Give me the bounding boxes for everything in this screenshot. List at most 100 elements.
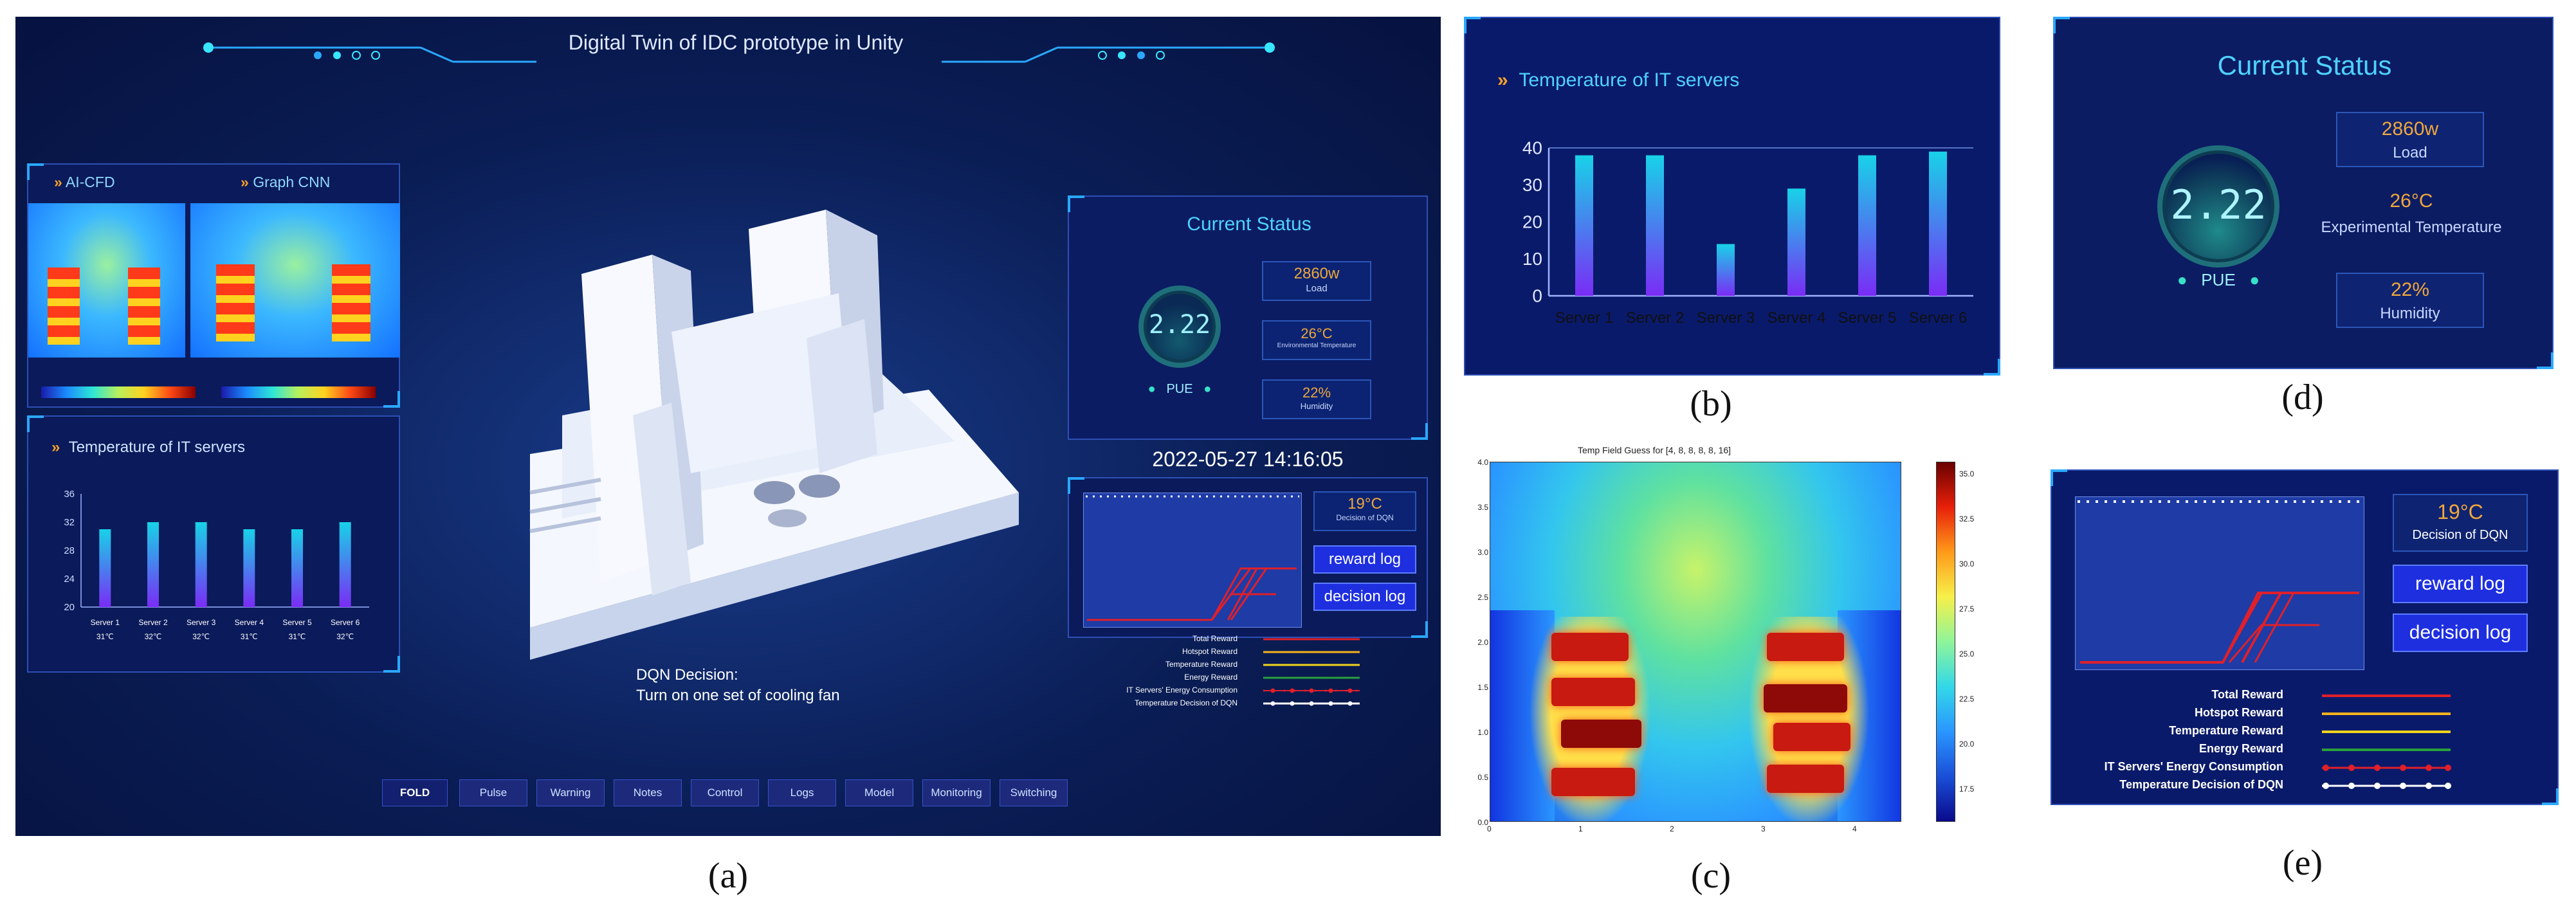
pulse-button[interactable]: Pulse xyxy=(459,779,527,806)
server-temp-a-y-tick-label: 28 xyxy=(64,545,75,556)
server-temp-b-bar xyxy=(1717,244,1735,296)
tab-graph-cnn[interactable]: » Graph CNN xyxy=(241,174,331,190)
server-temp-a-value-label: 31℃ xyxy=(96,632,114,641)
field-x-axis: 0 1 2 3 4 xyxy=(1487,824,1857,833)
server-temp-b-y-tick-label: 20 xyxy=(1522,212,1542,232)
server-temp-b-bar xyxy=(1787,188,1805,296)
tab-ai-cfd[interactable]: » AI-CFD xyxy=(54,174,115,190)
server-temp-b-y-tick-label: 10 xyxy=(1522,249,1542,269)
legend-item-total-a: Total Reward xyxy=(1192,634,1238,643)
legend-item-total-e: Total Reward xyxy=(2211,688,2283,701)
legend-item-hotspot-e: Hotspot Reward xyxy=(2194,706,2283,719)
logs-button[interactable]: Logs xyxy=(768,779,836,806)
panel-b: » Temperature of IT servers 40 30 20 10 0 Ser… xyxy=(1464,17,2000,376)
temperature-box-a: 26°C Environmental Temperature xyxy=(1262,320,1371,360)
server-temp-title-b: » Temperature of IT servers xyxy=(1497,69,1740,91)
notes-button[interactable]: Notes xyxy=(614,779,682,806)
server-temp-a-x-tick-label: Server 4 xyxy=(235,618,264,627)
monitoring-button[interactable]: Monitoring xyxy=(922,779,991,806)
server-temp-a-value-label: 32℃ xyxy=(145,632,162,641)
model-button[interactable]: Model xyxy=(845,779,913,806)
server-temp-a-x-tick-label: Server 5 xyxy=(282,618,312,627)
field-title: Temp Field Guess for [4, 8, 8, 8, 8, 16] xyxy=(1577,445,1731,455)
dqn-decision-text: Turn on one set of cooling fan xyxy=(636,687,840,704)
humidity-box-a: 22% Humidity xyxy=(1262,379,1371,419)
colorbar-graph-cnn xyxy=(221,386,376,398)
pue-gauge-d xyxy=(2157,145,2279,268)
server-temp-a-x-tick-label: Server 3 xyxy=(187,618,216,627)
idc-3d-model[interactable] xyxy=(504,197,1032,660)
caption-a: (a) xyxy=(708,856,749,896)
warning-button[interactable]: Warning xyxy=(536,779,605,806)
humidity-box-d: 22% Humidity xyxy=(2336,273,2484,328)
page-title: Digital Twin of IDC prototype in Unity xyxy=(568,31,904,54)
legend-swatches-e xyxy=(2322,695,2451,789)
server-temp-b-y-tick-label: 40 xyxy=(1522,138,1542,158)
current-status-title-a: Current Status xyxy=(1187,213,1311,235)
colorbar-ai-cfd xyxy=(41,386,196,398)
server-temp-b-x-tick-label: Server 2 xyxy=(1626,309,1685,327)
legend-a: Total Reward Hotspot Reward Temperature … xyxy=(1077,634,1437,724)
caption-b: (b) xyxy=(1690,384,1732,424)
reward-log-button-a[interactable]: reward log xyxy=(1313,545,1416,574)
server-temp-chart-b: 40 30 20 10 0 Server 1 Server 2 Server 3 Server … xyxy=(1522,138,1973,327)
server-temp-b-bar xyxy=(1858,155,1876,296)
server-temp-b-y-tick-label: 0 xyxy=(1532,286,1542,305)
server-temp-b-x-tick-label: Server 4 xyxy=(1768,309,1826,327)
heatmap-graph-cnn xyxy=(190,203,400,358)
server-temp-a-value-label: 31℃ xyxy=(289,632,306,641)
dqn-panel-a: 19°C Decision of DQN reward log decision… xyxy=(1068,477,1428,638)
pue-value-d: 2.22 xyxy=(2170,181,2267,228)
temperature-box-d: 26°C Experimental Temperature xyxy=(2321,190,2502,236)
control-button[interactable]: Control xyxy=(691,779,759,806)
server-temp-a-bar xyxy=(99,529,111,607)
server-temp-a-x-tick-label: Server 2 xyxy=(138,618,168,627)
dqn-reward-chart-e xyxy=(2075,496,2364,670)
server-temp-a-value-label: 32℃ xyxy=(192,632,210,641)
server-temp-a-y-tick-label: 24 xyxy=(64,574,75,585)
server-temp-a-x-tick-label: Server 6 xyxy=(331,618,360,627)
server-temp-a-bar xyxy=(195,522,207,607)
server-temp-a-y-tick-label: 32 xyxy=(64,517,75,528)
server-temp-b-x-tick-label: Server 5 xyxy=(1838,309,1897,327)
caption-d: (d) xyxy=(2281,377,2324,417)
fold-button[interactable]: FOLD xyxy=(382,779,448,806)
temperature-field-map xyxy=(1490,462,1901,822)
legend-item-consumption-a: IT Servers' Energy Consumption xyxy=(1126,685,1238,695)
switching-button[interactable]: Switching xyxy=(1000,779,1068,806)
server-temp-b-bar xyxy=(1929,151,1947,296)
server-temp-b-x-tick-label: Server 3 xyxy=(1697,309,1755,327)
decision-log-button-e[interactable]: decision log xyxy=(2393,613,2528,652)
panel-c: Temp Field Guess for [4, 8, 8, 8, 8, 16]… xyxy=(1455,436,1918,848)
pue-value-a: 2.22 xyxy=(1148,310,1211,340)
dqn-decision-box-a: 19°C Decision of DQN xyxy=(1313,491,1416,531)
server-temp-b-x-tick-label: Server 6 xyxy=(1909,309,1968,327)
server-temp-a-value-label: 32℃ xyxy=(336,632,354,641)
server-temp-a-bar xyxy=(243,529,255,607)
load-box-a: 2860w Load xyxy=(1262,261,1371,301)
server-temp-b-y-tick-label: 30 xyxy=(1522,175,1542,195)
server-temp-a-x-tick-label: Server 1 xyxy=(91,618,120,627)
pue-label-a: ● PUE ● xyxy=(1147,382,1212,396)
panel-e: 19°C Decision of DQN reward log decision… xyxy=(2051,469,2559,805)
legend-item-energy-e: Energy Reward xyxy=(2198,742,2283,755)
server-temp-a-y-tick-label: 36 xyxy=(64,489,75,500)
panel-a: Digital Twin of IDC prototype in Unity »… xyxy=(15,17,1441,836)
server-temp-b-bar xyxy=(1575,155,1593,296)
reward-log-button-e[interactable]: reward log xyxy=(2393,565,2528,603)
decision-log-button-a[interactable]: decision log xyxy=(1313,583,1416,611)
colorbar-ticks: 35.0 32.5 30.0 27.5 25.0 22.5 20.0 17.5 xyxy=(1959,469,1975,794)
header-decoration xyxy=(203,42,1275,63)
server-temp-b-x-tick-label: Server 1 xyxy=(1555,309,1614,327)
server-temp-a-value-label: 31℃ xyxy=(241,632,258,641)
field-y-axis: 4.0 3.5 3.0 2.5 2.0 1.5 1.0 0.5 0.0 xyxy=(1477,458,1488,827)
server-temp-title-a: » Temperature of IT servers xyxy=(51,439,246,456)
current-status-title-d: Current Status xyxy=(2217,50,2392,80)
current-status-panel-a: Current Status 2.22 ● PUE ● 2860w Load 2… xyxy=(1068,195,1428,440)
legend-item-consumption-e: IT Servers' Energy Consumption xyxy=(2104,760,2283,773)
server-temp-a-bar xyxy=(291,529,303,607)
cfd-panel: » AI-CFD » Graph CNN xyxy=(27,163,400,408)
legend-item-hotspot-a: Hotspot Reward xyxy=(1182,647,1238,656)
dqn-reward-chart-a xyxy=(1083,493,1302,628)
heatmap-ai-cfd xyxy=(28,203,185,358)
